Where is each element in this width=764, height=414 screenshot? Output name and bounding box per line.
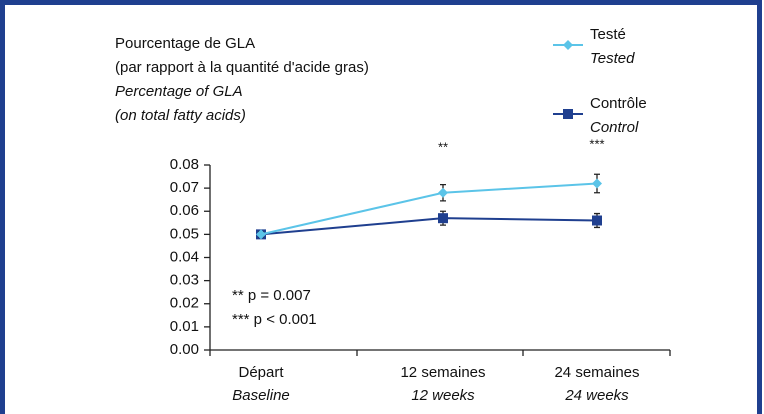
legend-marker bbox=[563, 40, 573, 50]
x-tick-label-en: 12 weeks bbox=[411, 387, 475, 404]
legend-label: Contrôle bbox=[590, 95, 647, 112]
note: *** p < 0.001 bbox=[232, 311, 317, 328]
y-tick-label: 0.05 bbox=[170, 225, 199, 242]
x-tick-label: Départ bbox=[238, 364, 284, 381]
y-tick-label: 0.00 bbox=[170, 341, 199, 358]
note: ** p = 0.007 bbox=[232, 287, 311, 304]
data-point bbox=[438, 187, 448, 198]
data-point bbox=[438, 213, 448, 224]
y-tick-label: 0.04 bbox=[170, 248, 199, 265]
y-tick-label: 0.06 bbox=[170, 202, 199, 219]
significance-label: ** bbox=[438, 139, 448, 154]
data-point bbox=[592, 178, 602, 189]
data-point bbox=[592, 215, 602, 226]
y-tick-label: 0.01 bbox=[170, 318, 199, 335]
x-tick-label: 12 semaines bbox=[400, 364, 485, 381]
y-tick-label: 0.08 bbox=[170, 156, 199, 173]
y-tick-label: 0.03 bbox=[170, 272, 199, 289]
x-tick-label-en: Baseline bbox=[232, 387, 290, 404]
y-tick-label: 0.02 bbox=[170, 295, 199, 312]
y-axis-label: Percentage of GLA bbox=[115, 83, 243, 100]
x-tick-label: 24 semaines bbox=[554, 364, 639, 381]
y-axis-label: (par rapport à la quantité d'acide gras) bbox=[115, 59, 369, 76]
legend-marker bbox=[563, 109, 573, 119]
y-tick-label: 0.07 bbox=[170, 179, 199, 196]
legend-label: Testé bbox=[590, 26, 626, 43]
y-axis-label: (on total fatty acids) bbox=[115, 107, 246, 124]
significance-label: *** bbox=[589, 136, 604, 151]
y-axis-label: Pourcentage de GLA bbox=[115, 35, 255, 52]
legend-label-en: Tested bbox=[590, 50, 635, 67]
legend-label-en: Control bbox=[590, 119, 639, 136]
x-tick-label-en: 24 weeks bbox=[564, 387, 629, 404]
data-point bbox=[256, 229, 266, 240]
